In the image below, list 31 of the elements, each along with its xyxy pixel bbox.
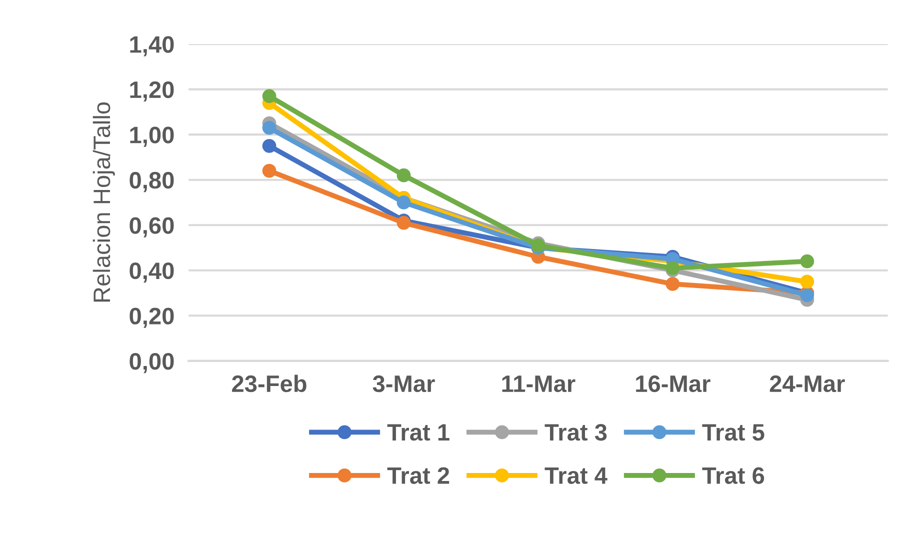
point: [262, 164, 276, 178]
x-tick-label: 24-Mar: [770, 375, 845, 392]
point: [800, 254, 814, 268]
legend-label: Trat 6: [702, 467, 764, 484]
legend-label: Trat 5: [702, 424, 764, 441]
x-tick-label: 16-Mar: [636, 375, 710, 392]
point: [262, 89, 276, 104]
y-tick-label: 0,40: [130, 262, 174, 283]
legend-label: Trat 1: [387, 424, 450, 441]
point: [262, 120, 276, 135]
x-tick-label: 3-Mar: [372, 375, 435, 392]
point: [531, 238, 546, 252]
x-tick-label: 11-Mar: [502, 376, 576, 392]
y-tick-label: 0,00: [130, 352, 174, 374]
legend-label: Trat 2: [387, 467, 450, 484]
y-tick-label: 1,00: [130, 126, 174, 147]
point: [800, 274, 814, 289]
point: [666, 277, 680, 291]
point: [396, 168, 411, 182]
point: [262, 138, 276, 153]
y-tick-label: 0,60: [130, 217, 174, 238]
y-tick-label: 1,40: [130, 36, 174, 56]
y-tick-label: 1,20: [130, 81, 174, 102]
x-tick-label: 23-Feb: [232, 374, 306, 392]
y-tick-label: 0,80: [130, 172, 174, 192]
legend-label: Trat 3: [544, 424, 607, 441]
legend-label: Trat 4: [544, 467, 608, 484]
point: [396, 196, 411, 210]
point: [800, 288, 814, 302]
y-tick-label: 0,20: [130, 308, 174, 328]
y-axis-title: Relacion Hoja/Tallo: [92, 102, 115, 302]
